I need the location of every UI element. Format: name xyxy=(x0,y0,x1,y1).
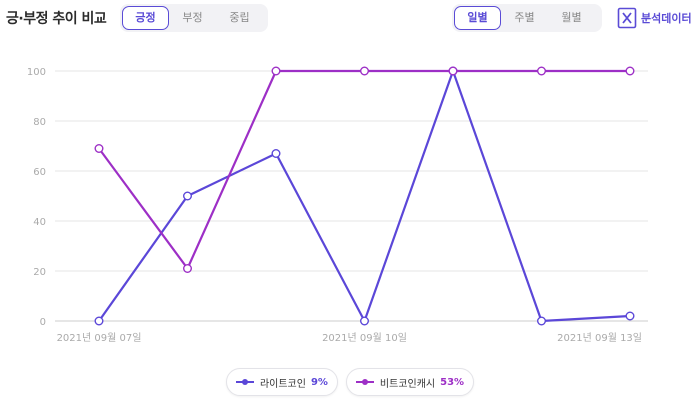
legend-item-bitcoin-cash[interactable]: 비트코인캐시 53% xyxy=(345,368,475,396)
data-point xyxy=(360,66,370,76)
y-tick-label: 0 xyxy=(40,317,46,328)
y-tick-label: 80 xyxy=(33,117,46,128)
data-point xyxy=(625,66,635,76)
data-point xyxy=(537,66,547,76)
legend-percent: 9% xyxy=(310,376,328,388)
x-tick-label: 2021년 09월 13일 xyxy=(557,332,642,344)
x-tick-label: 2021년 09월 10일 xyxy=(322,332,407,344)
y-axis: 0 20 40 60 80 100 xyxy=(27,67,46,328)
data-point xyxy=(94,316,104,326)
x-tick-label: 2021년 09월 07일 xyxy=(57,332,142,344)
legend-swatch-bitcoin-cash xyxy=(355,377,374,387)
tab-daily[interactable]: 일별 xyxy=(454,6,501,30)
chart-legend: 라이트코인 9% 비트코인캐시 53% xyxy=(0,368,700,396)
legend-item-litecoin[interactable]: 라이트코인 9% xyxy=(225,368,338,396)
data-point xyxy=(625,311,635,321)
y-tick-label: 20 xyxy=(33,267,46,278)
data-point xyxy=(537,316,547,326)
y-tick-label: 40 xyxy=(33,217,46,228)
series-line xyxy=(98,69,630,270)
data-point xyxy=(271,148,281,158)
data-point xyxy=(94,143,104,153)
tab-negative[interactable]: 부정 xyxy=(182,11,203,24)
series-layer xyxy=(94,66,635,326)
period-toggle: 일별 주별 월별 xyxy=(452,4,602,32)
legend-label: 비트코인캐시 xyxy=(379,378,436,390)
series-line xyxy=(98,69,631,323)
export-label: 분석데이터 xyxy=(641,12,692,25)
data-point xyxy=(271,66,281,76)
legend-label: 라이트코인 xyxy=(259,378,306,390)
x-axis: 2021년 09월 07일 2021년 09월 10일 2021년 09월 13일 xyxy=(57,332,642,344)
grid-lines xyxy=(55,70,648,322)
y-tick-label: 100 xyxy=(27,67,46,78)
excel-icon xyxy=(617,7,637,29)
y-tick-label: 60 xyxy=(33,167,46,178)
data-point xyxy=(182,191,192,201)
tab-neutral[interactable]: 중립 xyxy=(229,11,250,24)
data-point xyxy=(448,66,458,76)
sentiment-toggle: 긍정 부정 중립 xyxy=(120,4,268,32)
export-data-button[interactable]: 분석데이터 xyxy=(617,7,692,29)
tab-weekly[interactable]: 주별 xyxy=(514,11,535,24)
tab-monthly[interactable]: 월별 xyxy=(561,11,582,24)
page-title: 긍·부정 추이 비교 xyxy=(6,11,107,27)
legend-percent: 53% xyxy=(440,376,465,388)
legend-swatch-litecoin xyxy=(235,377,254,387)
data-point xyxy=(182,263,192,273)
data-point xyxy=(360,316,370,326)
tab-positive[interactable]: 긍정 xyxy=(122,6,169,30)
